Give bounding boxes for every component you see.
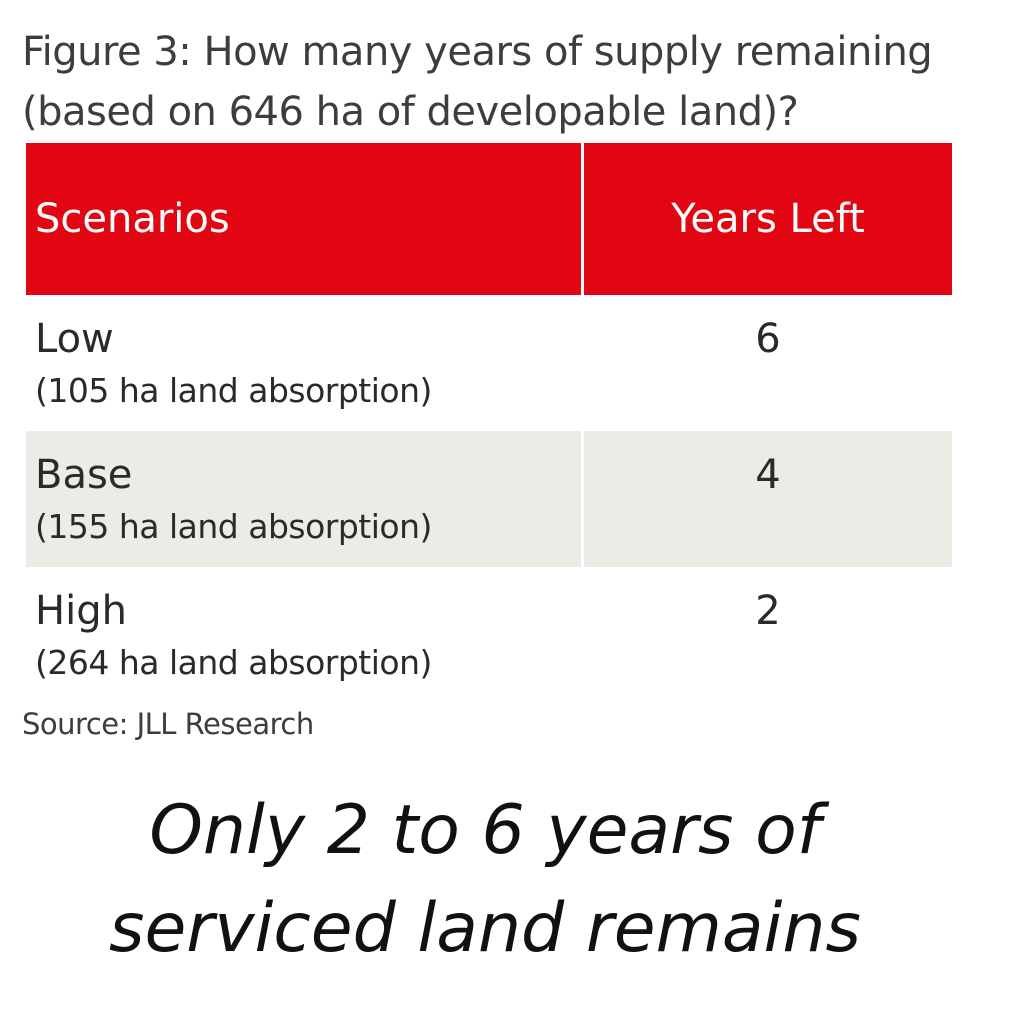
- years-left-cell: 4: [582, 431, 952, 567]
- takeaway-line-2: serviced land remains: [109, 889, 861, 968]
- table-body: Low (105 ha land absorption) 6 Base (155…: [26, 295, 952, 703]
- takeaway-line-1: Only 2 to 6 years of: [149, 791, 821, 870]
- scenario-name: Base: [35, 452, 133, 498]
- scenario-detail: (264 ha land absorption): [35, 643, 432, 682]
- figure-title-line-2: (based on 646 ha of developable land)?: [22, 89, 799, 135]
- figure-title-line-1: Figure 3: How many years of supply remai…: [22, 29, 933, 75]
- years-left-cell: 6: [583, 295, 953, 431]
- scenario-name: High: [35, 588, 127, 634]
- table-row-high: High (264 ha land absorption) 2: [26, 567, 952, 703]
- table-row-low: Low (105 ha land absorption) 6: [26, 295, 952, 431]
- table-header-row: Scenarios Years Left: [26, 143, 952, 295]
- header-scenarios: Scenarios: [26, 143, 584, 295]
- scenario-cell: High (264 ha land absorption): [26, 567, 584, 703]
- scenario-cell: Low (105 ha land absorption): [26, 295, 584, 431]
- source-note: Source: JLL Research: [22, 707, 314, 741]
- years-left-value: 2: [755, 588, 781, 634]
- scenario-name: Low: [35, 316, 114, 362]
- years-left-value: 4: [755, 452, 781, 498]
- scenarios-table: Scenarios Years Left Low (105 ha land ab…: [26, 143, 952, 703]
- years-left-cell: 2: [583, 567, 953, 703]
- scenario-cell: Base (155 ha land absorption): [26, 431, 584, 567]
- table-row-base: Base (155 ha land absorption) 4: [26, 431, 952, 567]
- years-left-value: 6: [755, 316, 781, 362]
- scenario-detail: (105 ha land absorption): [35, 371, 432, 410]
- header-years-left: Years Left: [582, 143, 952, 295]
- scenario-detail: (155 ha land absorption): [35, 507, 432, 546]
- table-header: Scenarios Years Left: [26, 143, 952, 295]
- figure-title: Figure 3: How many years of supply remai…: [22, 22, 1012, 142]
- takeaway-caption: Only 2 to 6 years of serviced land remai…: [0, 782, 970, 978]
